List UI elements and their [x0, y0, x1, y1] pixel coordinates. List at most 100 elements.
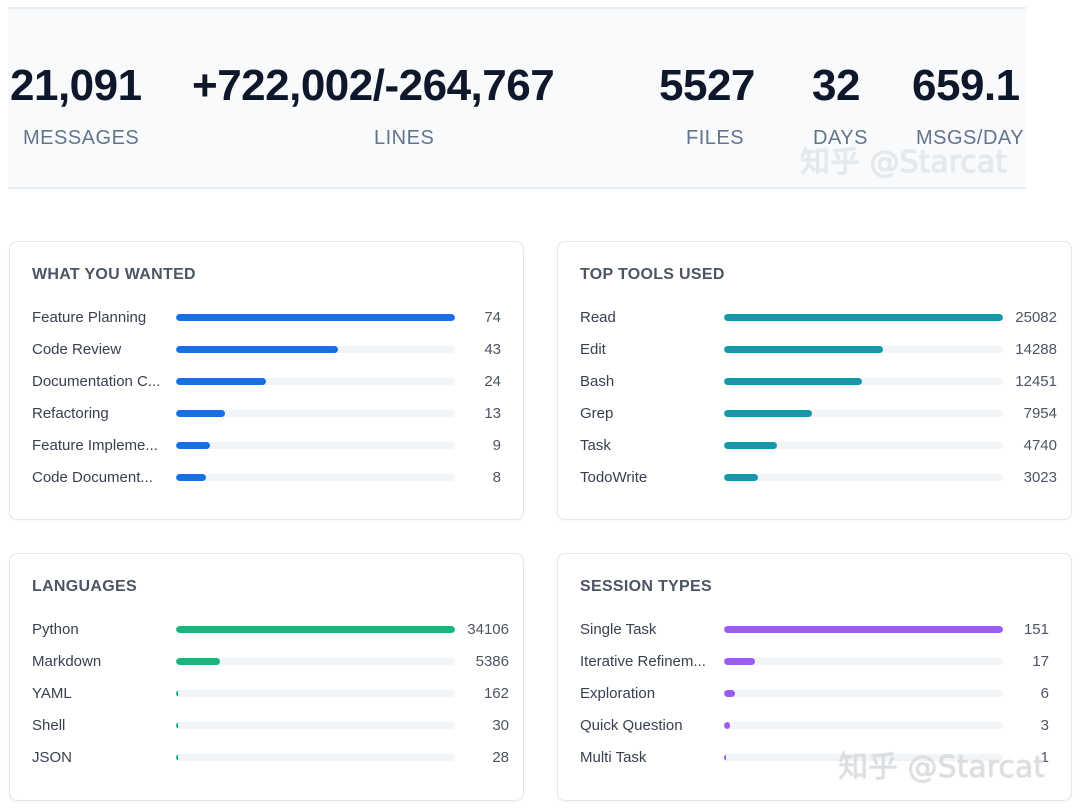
bar-value: 4740 [1023, 437, 1057, 454]
bar-value: 17 [1032, 653, 1049, 670]
stat-label: FILES [686, 127, 745, 149]
bar-value: 6 [1040, 685, 1049, 702]
bar-label: Markdown [32, 653, 102, 670]
bar-label: JSON [32, 749, 73, 766]
bar-value: 3 [1040, 717, 1049, 734]
bar-row: Python 34106 [10, 620, 523, 640]
bar-label: Grep [580, 405, 614, 422]
bar-label: Code Review [32, 341, 122, 358]
stat-label: DAYS [813, 127, 868, 149]
bar-row: Bash 12451 [558, 372, 1071, 392]
bar-fill [176, 410, 225, 417]
bar-value: 3023 [1023, 469, 1057, 486]
bar-label: Shell [32, 717, 66, 734]
bar-fill [176, 690, 178, 697]
bar-fill [724, 346, 883, 353]
bar-fill [176, 722, 178, 729]
bar-track [724, 626, 1003, 633]
bar-fill [176, 754, 178, 761]
bar-row: TodoWrite 3023 [558, 468, 1071, 488]
bar-track [176, 690, 455, 697]
bar-fill [724, 378, 863, 385]
bar-track [724, 442, 1003, 449]
bar-track [176, 442, 455, 449]
bar-fill [724, 754, 726, 761]
stat-value: 5527 [659, 61, 755, 110]
stats-summary-band: 21,091 MESSAGES +722,002/-264,767 LINES … [8, 7, 1026, 189]
card-title: LANGUAGES [32, 578, 137, 595]
bar-label: Feature Impleme... [32, 437, 158, 454]
bar-row: YAML 162 [10, 684, 523, 704]
card-what-you-wanted: WHAT YOU WANTED Feature Planning 74 Code R… [9, 241, 524, 520]
bar-track [724, 658, 1003, 665]
bar-fill [176, 346, 339, 353]
stat-label: MSGS/DAY [916, 127, 1025, 149]
bar-row: Task 4740 [558, 436, 1071, 456]
card-title: WHAT YOU WANTED [32, 266, 196, 283]
stat-label: LINES [374, 127, 435, 149]
bar-fill [176, 314, 455, 321]
bar-fill [724, 626, 1003, 633]
bar-label: Read [580, 309, 616, 326]
bar-row: Shell 30 [10, 716, 523, 736]
card-title: SESSION TYPES [580, 578, 712, 595]
bar-fill [724, 474, 758, 481]
bar-track [724, 690, 1003, 697]
bar-value: 7954 [1023, 405, 1057, 422]
bar-row: Quick Question 3 [558, 716, 1071, 736]
bar-track [724, 410, 1003, 417]
bar-row: Feature Planning 74 [10, 308, 523, 328]
bar-label: TodoWrite [580, 469, 648, 486]
bar-track [176, 410, 455, 417]
bar-track [724, 722, 1003, 729]
bar-fill [176, 442, 210, 449]
bar-track [176, 626, 455, 633]
bar-track [724, 754, 1003, 761]
bar-track [176, 346, 455, 353]
bar-row: Read 25082 [558, 308, 1071, 328]
bar-track [724, 378, 1003, 385]
bar-fill [176, 378, 267, 385]
bar-row: Code Document... 8 [10, 468, 523, 488]
bar-fill [176, 474, 207, 481]
bar-fill [724, 658, 756, 665]
card-languages: LANGUAGES Python 34106 Markdown 5386 YAML 162… [9, 553, 524, 801]
bar-fill [724, 314, 1003, 321]
bar-row: Documentation C... 24 [10, 372, 523, 392]
stat-value: 21,091 [10, 61, 142, 110]
bar-fill [724, 442, 777, 449]
bar-row: Refactoring 13 [10, 404, 523, 424]
bar-row: Markdown 5386 [10, 652, 523, 672]
bar-label: Quick Question [580, 717, 683, 734]
bar-row: Exploration 6 [558, 684, 1071, 704]
stat-value: 659.1 [912, 61, 1020, 110]
bar-fill [176, 626, 455, 633]
bar-track [724, 346, 1003, 353]
bar-label: Iterative Refinem... [580, 653, 706, 670]
bar-value: 30 [492, 717, 509, 734]
bar-value: 151 [1023, 621, 1049, 638]
bar-value: 24 [484, 373, 501, 390]
bar-track [176, 658, 455, 665]
bar-value: 162 [483, 685, 509, 702]
bar-value: 25082 [1015, 309, 1057, 326]
bar-value: 14288 [1015, 341, 1057, 358]
bar-track [724, 474, 1003, 481]
watermark: 知乎 @Starcat [800, 145, 1008, 180]
bar-value: 28 [492, 749, 509, 766]
bar-value: 5386 [475, 653, 509, 670]
bar-value: 9 [492, 437, 501, 454]
stat-label: MESSAGES [23, 127, 140, 149]
bar-row: Feature Impleme... 9 [10, 436, 523, 456]
stat-value: 32 [812, 61, 860, 110]
bar-fill [176, 658, 221, 665]
card-session-types: SESSION TYPES Single Task 151 Iterative Re… [557, 553, 1072, 801]
bar-value: 13 [484, 405, 501, 422]
bar-track [724, 314, 1003, 321]
bar-label: Single Task [580, 621, 657, 638]
bar-track [176, 378, 455, 385]
bar-label: Python [32, 621, 79, 638]
bar-track [176, 474, 455, 481]
bar-value: 1 [1040, 749, 1049, 766]
bar-value: 74 [484, 309, 501, 326]
